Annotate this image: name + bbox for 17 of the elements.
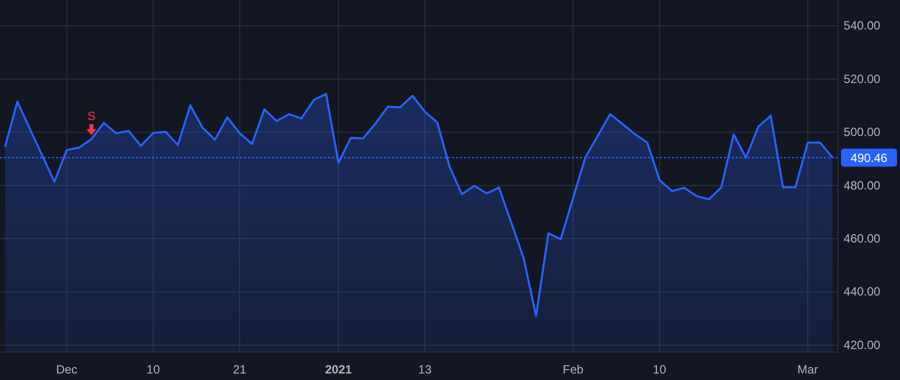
annotation: S: [87, 109, 96, 124]
y-tick-label: 520.00: [844, 72, 881, 86]
y-tick-label: 420.00: [844, 338, 881, 352]
x-tick-label: Mar: [797, 362, 818, 377]
y-tick-label: 480.00: [844, 178, 881, 192]
y-tick-label: 500.00: [844, 125, 881, 140]
ref-line-label: 490.46: [850, 151, 888, 166]
y-tick-label: 460.00: [844, 232, 881, 246]
x-tick-label: 10: [146, 362, 160, 377]
x-tick-label: 2021: [325, 362, 352, 377]
x-tick-label: Feb: [562, 362, 584, 377]
x-tick-label: Dec: [56, 362, 78, 377]
x-tick-label: 10: [652, 362, 667, 377]
x-tick-label: 13: [418, 362, 432, 377]
x-tick-label: 21: [232, 362, 247, 377]
y-tick-label: 440.00: [844, 284, 881, 299]
y-tick-label: 540.00: [844, 18, 881, 33]
